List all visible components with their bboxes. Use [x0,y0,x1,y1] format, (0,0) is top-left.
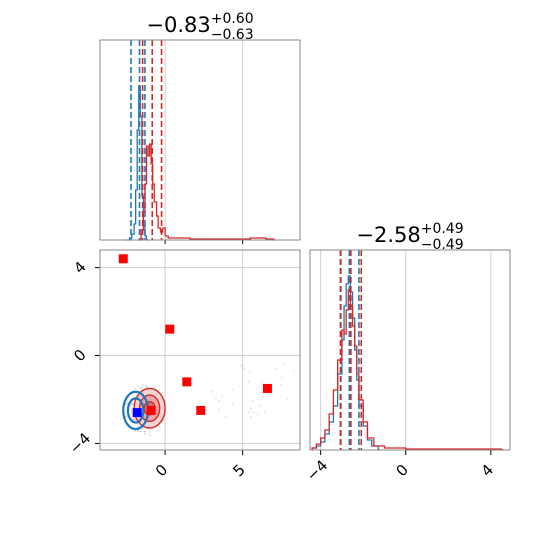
panel-bottom-left-sample-dot [231,403,234,406]
panel-top-left-plot-area [126,40,276,244]
panel-bottom-left-sample-dot [130,412,133,415]
panel-bottom-left-sample-dot [143,430,146,433]
panel-bottom-left-sample-dot [263,410,266,413]
panel-bottom-left-sample-dot [251,399,254,402]
panel-bottom-left-red-marker [262,383,272,393]
panel-bottom-right-histogram-series-0 [311,275,381,451]
panel-bottom-left-sample-dot [128,408,131,411]
panel-bottom-left-y-tick-label: 4 [70,258,89,277]
panel-bottom-left-sample-dot [141,383,144,386]
panel-bottom-right-plot-area [311,250,505,455]
panel-bottom-left-sample-dot [133,387,136,390]
panel-bottom-left-sample-dot [137,430,139,433]
panel-bottom-left-sample-dot [136,425,139,428]
panel-bottom-left-frame [99,249,301,451]
panel-bottom-left-sample-dot [133,419,136,422]
panel-bottom-left-sample-dot [224,415,227,418]
panel-bottom-right-x-tick-label: 4 [478,461,497,480]
panel-bottom-left-sample-dot [162,419,165,422]
panel-bottom-left-sample-dot [131,407,133,410]
panel-bottom-left-sample-dot [275,367,277,370]
panel-bottom-right-title-value: −2.58 [356,223,420,247]
panel-bottom-left-sample-dot [250,407,252,410]
panel-bottom-left-sample-dot [258,386,260,389]
panel-bottom-left-sample-dot [231,388,234,391]
panel-top-left-title: −0.83+0.60 [146,11,253,37]
panel-bottom-left-sample-dot [292,370,295,372]
panel-bottom-left-sample-dot [247,380,250,383]
panel-bottom-left-x-tick-label: 0 [152,461,171,480]
panel-top-left-title-minus-error: −0.63 [211,27,254,43]
panel-bottom-left-sample-dot [260,381,263,384]
panel-bottom-left-sample-dot [144,432,146,435]
panel-bottom-left-contour-1-level-1 [126,397,145,424]
panel-bottom-left-sample-dot [140,386,142,389]
panel-bottom-left-sample-dot [218,400,221,402]
panel-bottom-left-red-marker [146,405,156,415]
panel-bottom-left-sample-dot [210,390,213,393]
panel-bottom-left-sample-dot [248,411,251,414]
panel-bottom-left-sample-dot [280,383,282,386]
panel-bottom-left-sample-dot [140,430,143,432]
panel-bottom-left-sample-dot [130,416,133,419]
panel-bottom-left-sample-dot [136,423,139,425]
panel-bottom-left-sample-dot [240,364,243,367]
panel-bottom-left-sample-dot [221,395,224,398]
panel-bottom-left-sample-dot [156,429,159,432]
panel-bottom-left-sample-dot [148,431,151,433]
panel-bottom-left-sample-dot [142,427,145,430]
panel-bottom-left-red-marker [118,254,128,264]
panel-bottom-left-sample-dot [153,386,156,389]
panel-bottom-right-title: −2.58+0.49 [356,221,463,247]
panel-bottom-left-sample-dot [286,397,289,400]
panel-bottom-left-x-tick-label: 5 [229,461,248,480]
panel-bottom-left-clipped-group [100,250,300,450]
panel-bottom-left-sample-dot [141,386,144,389]
panel-bottom-right-title-minus-error: −0.49 [421,237,464,253]
panel-bottom-right-frame [309,249,511,451]
panel-bottom-left-sample-dot [215,397,217,400]
panel-bottom-left-sample-dot [130,402,133,405]
panel-bottom-left-plot-area [95,250,300,455]
panel-top-left-frame [99,39,301,241]
panel-top-left-histogram-series-1 [138,143,276,241]
panel-top-left-title-value: −0.83 [146,13,210,37]
panel-bottom-left-sample-dot [242,367,245,370]
panel-bottom-left-sample-dot [282,363,285,366]
panel-bottom-left-sample-dot [256,413,259,416]
panel-bottom-left-y-tick-label: −4 [66,429,94,457]
panel-bottom-left-red-marker [165,324,175,334]
panel-bottom-left-sample-dot [137,385,140,388]
panel-bottom-left-red-marker [182,377,192,387]
panel-bottom-right-x-tick-label: −4 [303,456,331,484]
panel-bottom-left-sample-dot [148,434,151,436]
panel-bottom-left-y-tick-label: 0 [70,346,89,365]
panel-bottom-left-sample-dot [159,426,161,429]
panel-bottom-right-title-plus-error: +0.49 [421,221,464,237]
panel-bottom-left-red-marker [196,405,206,415]
panel-bottom-left-sample-dot [249,370,251,373]
panel-bottom-left-sample-dot [262,395,265,398]
panel-bottom-left-sample-dot [281,376,283,379]
panel-bottom-left-sample-dot [133,430,136,433]
panel-bottom-left-sample-dot [126,400,129,403]
panel-bottom-left-sample-dot [130,409,133,412]
panel-bottom-left-sample-dot [259,404,262,407]
panel-bottom-left-blue-marker [132,408,142,418]
panel-top-left-title-plus-error: +0.60 [211,11,254,27]
panel-bottom-right-x-tick-label: 0 [392,461,411,480]
panel-bottom-left-sample-dot [218,408,220,411]
panel-bottom-left-sample-dot [252,411,255,414]
panel-bottom-left-sample-dot [249,415,252,418]
panel-bottom-left-sample-dot [255,388,258,391]
